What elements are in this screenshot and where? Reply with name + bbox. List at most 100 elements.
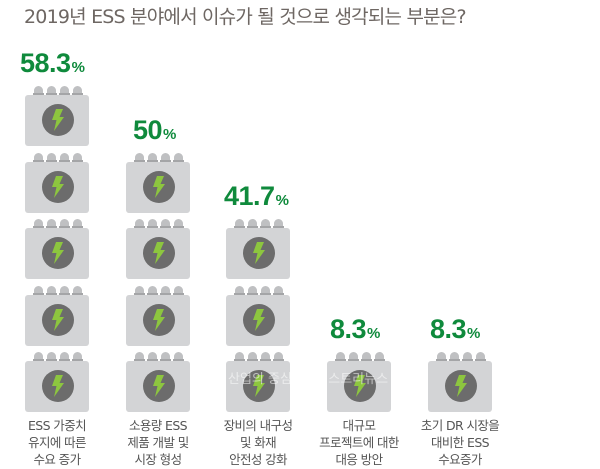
lightning-bolt-icon xyxy=(52,308,64,331)
bolt-circle xyxy=(243,303,275,336)
battery-body xyxy=(25,161,89,213)
value-label: 50% xyxy=(133,115,176,146)
category-label-line: 프로젝트에 대한 xyxy=(319,435,399,450)
category-label-line: ESS 가중치 xyxy=(27,418,87,433)
battery-body xyxy=(428,361,492,412)
bolt-circle xyxy=(42,104,74,136)
battery-terminals xyxy=(134,285,184,295)
category-label-line: 대규모 xyxy=(342,418,376,433)
category-label-line: 대비한 ESS xyxy=(430,435,490,450)
lightning-bolt-icon xyxy=(153,242,165,264)
category-label-line: 제품 개발 및 xyxy=(127,435,189,450)
value-unit: % xyxy=(163,125,176,143)
category-label-line: 시장 형성 xyxy=(134,452,183,467)
bolt-circle xyxy=(143,303,175,336)
battery-bolt-icon xyxy=(25,219,91,279)
lightning-bolt-icon xyxy=(153,375,165,397)
value-number: 41.7 xyxy=(224,181,275,211)
battery-terminals xyxy=(33,152,83,162)
battery-body xyxy=(25,361,89,412)
battery-body xyxy=(226,228,290,279)
value-unit: % xyxy=(367,325,380,342)
battery-terminals xyxy=(33,352,83,361)
battery-body xyxy=(126,294,190,346)
bolt-circle xyxy=(42,370,74,402)
category-label-line: 대응 방안 xyxy=(335,452,384,467)
battery-bolt-icon xyxy=(25,352,91,412)
value-unit: % xyxy=(467,325,480,342)
bolt-circle xyxy=(143,170,175,203)
category-label-line: 수요 증가 xyxy=(33,452,82,467)
battery-bolt-icon xyxy=(25,86,91,146)
battery-terminals xyxy=(33,86,83,95)
battery-bolt-icon xyxy=(327,352,393,412)
category-label-line: 유지에 따른 xyxy=(28,435,86,450)
battery-body xyxy=(226,361,290,412)
bolt-circle xyxy=(42,303,74,336)
bolt-circle xyxy=(445,370,477,402)
bolt-circle xyxy=(143,370,175,402)
battery-bolt-icon xyxy=(126,152,192,213)
battery-bolt-icon xyxy=(126,285,192,346)
category-label-line: 장비의 내구성 xyxy=(223,418,293,433)
lightning-bolt-icon xyxy=(253,308,265,331)
value-label: 8.3% xyxy=(330,314,380,345)
lightning-bolt-icon xyxy=(253,242,265,264)
value-label: 58.3% xyxy=(20,48,85,79)
battery-terminals xyxy=(33,285,83,295)
lightning-bolt-icon xyxy=(52,242,64,264)
battery-body xyxy=(25,294,89,346)
battery-bolt-icon xyxy=(428,352,494,412)
battery-terminals xyxy=(436,352,486,361)
category-label-line: 소용량 ESS xyxy=(128,418,188,433)
battery-bolt-icon xyxy=(25,285,91,346)
bolt-circle xyxy=(243,237,275,269)
lightning-bolt-icon xyxy=(52,175,64,198)
battery-body xyxy=(226,294,290,346)
bolt-circle xyxy=(344,370,376,402)
chart-title: 2019년 ESS 분야에서 이슈가 될 것으로 생각되는 부분은? xyxy=(24,6,467,28)
battery-body xyxy=(25,228,89,279)
lightning-bolt-icon xyxy=(52,109,64,131)
battery-terminals xyxy=(234,285,284,295)
battery-body xyxy=(126,228,190,279)
battery-body xyxy=(327,361,391,412)
battery-terminals xyxy=(134,219,184,228)
bolt-circle xyxy=(143,237,175,269)
battery-bolt-icon xyxy=(226,219,292,279)
lightning-bolt-icon xyxy=(354,375,366,397)
lightning-bolt-icon xyxy=(455,375,467,397)
bolt-circle xyxy=(42,237,74,269)
category-label-line: 초기 DR 시장을 xyxy=(420,418,500,433)
value-label: 41.7% xyxy=(224,181,289,212)
battery-body xyxy=(126,161,190,213)
category-label-line: 및 화재 xyxy=(239,435,277,450)
battery-terminals xyxy=(234,352,284,361)
battery-bolt-icon xyxy=(25,152,91,213)
value-unit: % xyxy=(275,192,289,209)
value-number: 8.3 xyxy=(430,314,467,344)
value-number: 50 xyxy=(133,114,163,145)
category-label-line: 안전성 강화 xyxy=(229,452,287,467)
battery-bolt-icon xyxy=(226,285,292,346)
lightning-bolt-icon xyxy=(153,308,165,331)
value-unit: % xyxy=(71,59,85,76)
battery-body xyxy=(126,361,190,412)
battery-bolt-icon xyxy=(126,352,192,412)
value-number: 58.3 xyxy=(20,48,71,78)
battery-body xyxy=(25,95,89,146)
lightning-bolt-icon xyxy=(153,175,165,198)
bolt-circle xyxy=(42,170,74,203)
battery-terminals xyxy=(335,352,385,361)
value-label: 8.3% xyxy=(430,314,480,345)
battery-bolt-icon xyxy=(126,219,192,279)
bolt-circle xyxy=(243,370,275,402)
battery-bolt-icon xyxy=(226,352,292,412)
category-label-line: 수요증가 xyxy=(438,452,482,467)
battery-terminals xyxy=(134,152,184,162)
lightning-bolt-icon xyxy=(253,375,265,397)
